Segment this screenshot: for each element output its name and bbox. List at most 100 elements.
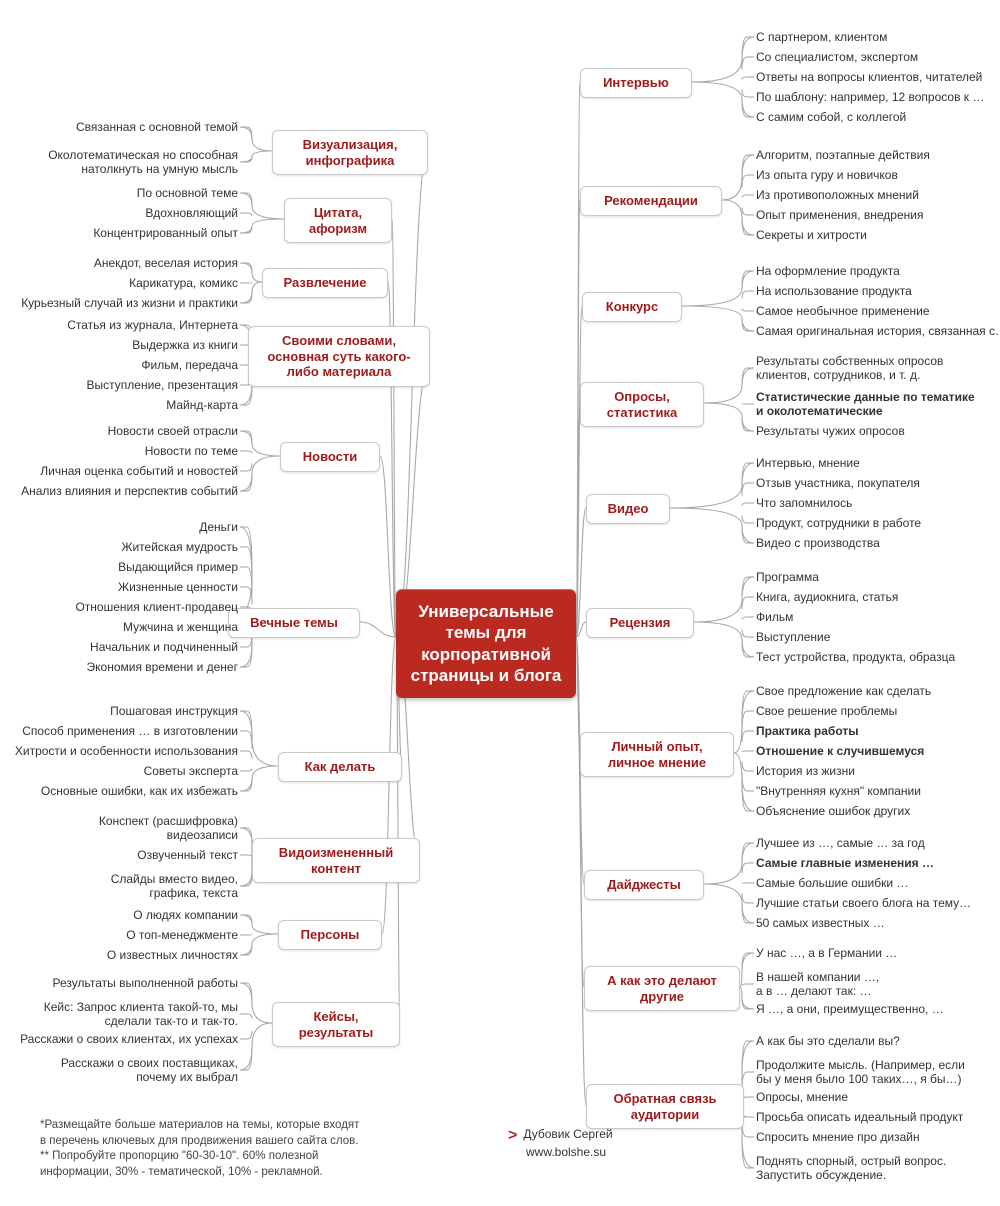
leaf: Экономия времени и денег [0, 660, 238, 674]
leaf: Новости своей отрасли [0, 424, 238, 438]
leaf: Лучшие статьи своего блога на тему… [756, 896, 1000, 910]
branch-interview: Интервью [580, 68, 692, 98]
leaf: Анекдот, веселая история [0, 256, 238, 270]
branch-opinion: Личный опыт, личное мнение [580, 732, 734, 777]
leaf: Продукт, сотрудники в работе [756, 516, 1000, 530]
leaf: Пошаговая инструкция [0, 704, 238, 718]
leaf: Советы эксперта [0, 764, 238, 778]
leaf: Практика работы [756, 724, 1000, 738]
leaf: Отношения клиент-продавец [0, 600, 238, 614]
leaf: А как бы это сделали вы? [756, 1034, 1000, 1048]
leaf: Вдохновляющий [0, 206, 238, 220]
leaf: Выступление [756, 630, 1000, 644]
leaf: Свое решение проблемы [756, 704, 1000, 718]
leaf: Способ применения … в изготовлении [0, 724, 238, 738]
leaf: Результаты выполненной работы [0, 976, 238, 990]
leaf: Опыт применения, внедрения [756, 208, 1000, 222]
center-node: Универсальные темы для корпоративной стр… [396, 589, 576, 698]
leaf: О топ-менеджменте [0, 928, 238, 942]
leaf: Статистические данные по тематике и окол… [756, 390, 1000, 419]
leaf: Результаты собственных опросов клиентов,… [756, 354, 1000, 383]
branch-fun: Развлечение [262, 268, 388, 298]
branch-digests: Дайджесты [584, 870, 704, 900]
branch-review: Рецензия [586, 608, 694, 638]
leaf: Поднять спорный, острый вопрос. Запустит… [756, 1154, 1000, 1183]
leaf: Из опыта гуру и новичков [756, 168, 1000, 182]
branch-video: Видео [586, 494, 670, 524]
leaf: 50 самых известных … [756, 916, 1000, 930]
credit: >Дубовик Сергейwww.bolshe.su [508, 1124, 613, 1160]
leaf: В нашей компании …, а в … делают так: … [756, 970, 1000, 999]
leaf: Слайды вместо видео, графика, текста [0, 872, 238, 901]
leaf: Спросить мнение про дизайн [756, 1130, 1000, 1144]
leaf: Ответы на вопросы клиентов, читателей [756, 70, 1000, 84]
footnote: *Размещайте больше материалов на темы, к… [40, 1118, 359, 1180]
leaf: "Внутренняя кухня" компании [756, 784, 1000, 798]
leaf: Свое предложение как сделать [756, 684, 1000, 698]
leaf: Майнд-карта [0, 398, 238, 412]
leaf: Книга, аудиокнига, статья [756, 590, 1000, 604]
credit-site: www.bolshe.su [526, 1145, 606, 1159]
leaf: Результаты чужих опросов [756, 424, 1000, 438]
leaf: Видео с производства [756, 536, 1000, 550]
leaf: История из жизни [756, 764, 1000, 778]
leaf: Связанная с основной темой [0, 120, 238, 134]
leaf: Отзыв участника, покупателя [756, 476, 1000, 490]
leaf: Самое необычное применение [756, 304, 1000, 318]
leaf: Расскажи о своих клиентах, их успехах [0, 1032, 238, 1046]
leaf: Фильм, передача [0, 358, 238, 372]
leaf: Статья из журнала, Интернета [0, 318, 238, 332]
branch-persons: Персоны [278, 920, 382, 950]
branch-others: А как это делают другие [584, 966, 740, 1011]
leaf: Анализ влияния и перспектив событий [0, 484, 238, 498]
leaf: Опросы, мнение [756, 1090, 1000, 1104]
leaf: Концентрированный опыт [0, 226, 238, 240]
leaf: Секреты и хитрости [756, 228, 1000, 242]
branch-news: Новости [280, 442, 380, 472]
leaf: Деньги [0, 520, 238, 534]
branch-feedback: Обратная связь аудитории [586, 1084, 744, 1129]
leaf: Жизненные ценности [0, 580, 238, 594]
leaf: Курьезный случай из жизни и практики [0, 296, 238, 310]
leaf: По основной теме [0, 186, 238, 200]
leaf: Околотематическая но способная натолкнут… [0, 148, 238, 177]
leaf: Личная оценка событий и новостей [0, 464, 238, 478]
leaf: Основные ошибки, как их избежать [0, 784, 238, 798]
leaf: Самые большие ошибки … [756, 876, 1000, 890]
leaf: С партнером, клиентом [756, 30, 1000, 44]
leaf: Фильм [756, 610, 1000, 624]
leaf: Самые главные изменения … [756, 856, 1000, 870]
leaf: Интервью, мнение [756, 456, 1000, 470]
leaf: Мужчина и женщина [0, 620, 238, 634]
leaf: Я …, а они, преимущественно, … [756, 1002, 1000, 1016]
leaf: Продолжите мысль. (Например, если бы у м… [756, 1058, 1000, 1087]
branch-howto: Как делать [278, 752, 402, 782]
leaf: По шаблону: например, 12 вопросов к … [756, 90, 1000, 104]
leaf: Выдающийся пример [0, 560, 238, 574]
leaf: Выдержка из книги [0, 338, 238, 352]
leaf: Программа [756, 570, 1000, 584]
branch-contest: Конкурс [582, 292, 682, 322]
leaf: Озвученный текст [0, 848, 238, 862]
leaf: Карикатура, комикс [0, 276, 238, 290]
branch-repurp: Видоизмененный контент [252, 838, 420, 883]
leaf: Просьба описать идеальный продукт [756, 1110, 1000, 1124]
branch-quote: Цитата, афоризм [284, 198, 392, 243]
leaf: О известных личностях [0, 948, 238, 962]
branch-recs: Рекомендации [580, 186, 722, 216]
leaf: Кейс: Запрос клиента такой-то, мы сделал… [0, 1000, 238, 1029]
leaf: Со специалистом, экспертом [756, 50, 1000, 64]
leaf: Выступление, презентация [0, 378, 238, 392]
arrow-icon: > [508, 1126, 517, 1147]
leaf: Алгоритм, поэтапные действия [756, 148, 1000, 162]
branch-own: Своими словами, основная суть какого-либ… [248, 326, 430, 387]
leaf: У нас …, а в Германии … [756, 946, 1000, 960]
leaf: Конспект (расшифровка) видеозаписи [0, 814, 238, 843]
leaf: О людях компании [0, 908, 238, 922]
leaf: Житейская мудрость [0, 540, 238, 554]
leaf: Из противоположных мнений [756, 188, 1000, 202]
leaf: С самим собой, с коллегой [756, 110, 1000, 124]
leaf: Новости по теме [0, 444, 238, 458]
branch-eternal: Вечные темы [228, 608, 360, 638]
leaf: На оформление продукта [756, 264, 1000, 278]
